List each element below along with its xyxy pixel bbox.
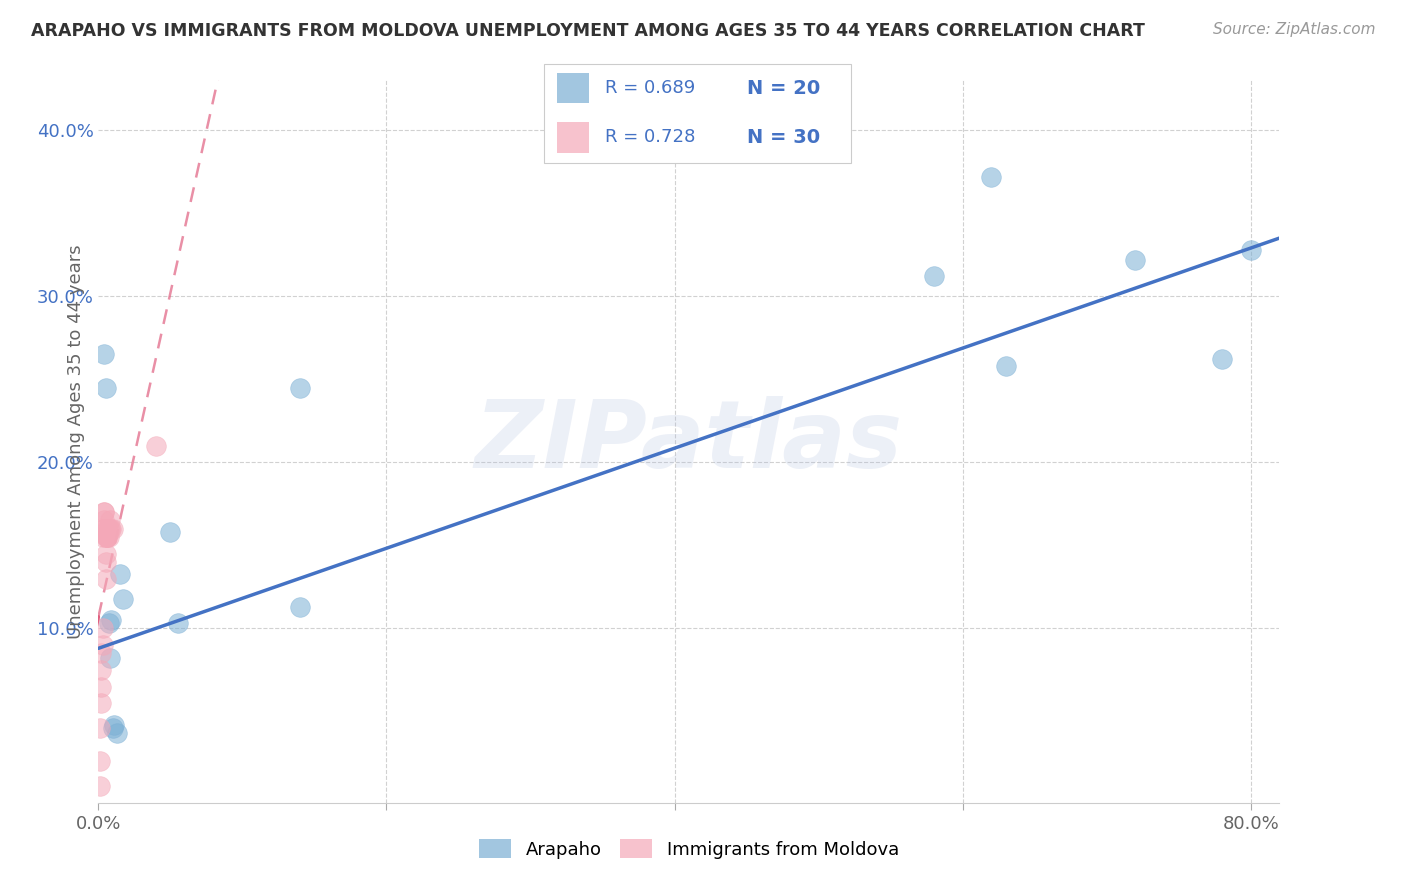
Point (101, 522, 124, 536)
Point (96, 530, 118, 544)
Point (94, 530, 117, 544)
Point (97, 530, 120, 544)
Point (93, 505, 115, 519)
Point (103, 717, 125, 731)
Text: ARAPAHO VS IMMIGRANTS FROM MOLDOVA UNEMPLOYMENT AMONG AGES 35 TO 44 YEARS CORREL: ARAPAHO VS IMMIGRANTS FROM MOLDOVA UNEMP… (31, 22, 1144, 40)
Point (93, 513, 115, 527)
Point (93, 522, 115, 536)
Point (98, 522, 121, 536)
Point (98, 651, 121, 665)
Point (288, 380, 311, 394)
Text: ZIPatlas: ZIPatlas (475, 395, 903, 488)
Point (1125, 252, 1147, 267)
Point (90, 663, 112, 677)
Point (922, 269, 945, 284)
Point (97, 522, 120, 536)
Text: R = 0.728: R = 0.728 (605, 128, 695, 146)
Point (111, 591, 134, 606)
Point (1240, 243, 1263, 257)
FancyBboxPatch shape (557, 73, 589, 103)
Point (980, 169, 1002, 184)
Point (96, 522, 118, 536)
Point (94, 555, 117, 569)
Point (145, 439, 167, 453)
Point (288, 599, 311, 614)
Point (108, 566, 131, 581)
Point (93, 505, 115, 519)
FancyBboxPatch shape (557, 122, 589, 153)
Point (91, 530, 114, 544)
Point (97, 616, 120, 631)
Point (166, 616, 188, 631)
Point (96, 530, 118, 544)
Point (89, 779, 111, 793)
Point (105, 726, 128, 740)
Legend: Arapaho, Immigrants from Moldova: Arapaho, Immigrants from Moldova (471, 832, 907, 866)
Point (89, 721, 111, 735)
Point (90, 646, 112, 660)
Point (91, 621, 114, 635)
Point (100, 613, 122, 627)
Point (91, 638, 114, 652)
Point (98, 513, 121, 527)
Point (94, 572, 117, 586)
Point (93, 347, 115, 361)
Text: R = 0.689: R = 0.689 (605, 79, 695, 97)
Point (94, 547, 117, 561)
Y-axis label: Unemployment Among Ages 35 to 44 years: Unemployment Among Ages 35 to 44 years (66, 244, 84, 639)
Point (159, 524, 181, 539)
Text: N = 20: N = 20 (747, 78, 820, 97)
Point (101, 721, 124, 735)
Point (994, 359, 1017, 373)
Text: N = 30: N = 30 (747, 128, 820, 147)
Point (100, 522, 122, 536)
Point (90, 680, 112, 694)
Point (1211, 352, 1233, 367)
Text: Source: ZipAtlas.com: Source: ZipAtlas.com (1212, 22, 1375, 37)
FancyBboxPatch shape (544, 64, 852, 163)
Point (96, 530, 118, 544)
Point (90, 696, 112, 710)
Point (94, 380, 117, 394)
Point (91, 522, 114, 536)
Point (89, 754, 111, 768)
